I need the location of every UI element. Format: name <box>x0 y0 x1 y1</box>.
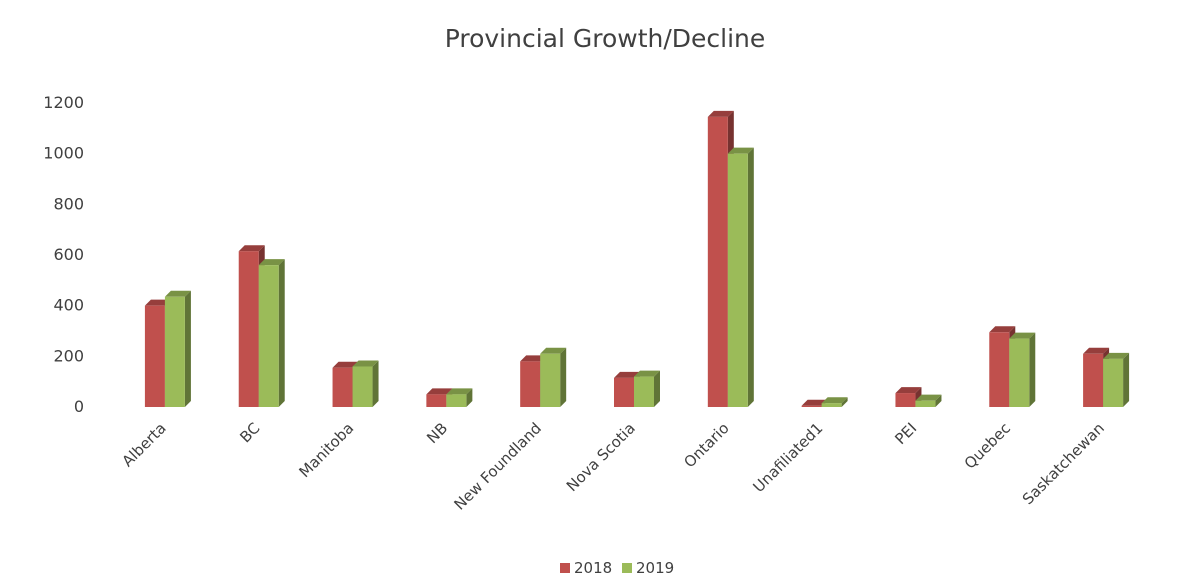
bar-front <box>1103 358 1124 407</box>
bar-top <box>238 245 265 252</box>
bar-front <box>895 393 916 407</box>
y-tick-label: 800 <box>53 194 84 213</box>
bar-2019-new-foundland <box>540 347 567 407</box>
bar-side <box>747 147 754 407</box>
chart-title: Provincial Growth/Decline <box>445 24 766 53</box>
bar-front <box>915 400 936 407</box>
x-axis: Alberta BC Manitoba NB New Foundland Nova Sco… <box>119 419 1108 514</box>
x-tick-label: Saskatchewan <box>1019 419 1108 508</box>
legend-label: 2018 <box>574 559 612 577</box>
bar-side <box>466 388 473 407</box>
bar-front <box>821 403 842 407</box>
bar-2019-unafiliated1 <box>821 397 848 407</box>
bar-top <box>915 394 942 401</box>
bar-top <box>258 259 285 266</box>
y-tick-label: 400 <box>53 296 84 315</box>
y-axis: 0 200 400 600 800 1000 1200 <box>43 93 84 416</box>
bar-front <box>258 265 279 407</box>
legend-swatch <box>560 563 570 573</box>
bar-top <box>520 355 547 362</box>
bar-2019-bc <box>258 259 285 407</box>
bar-front <box>1009 338 1030 407</box>
bar-top <box>1009 332 1036 339</box>
bar-2019-manitoba <box>352 360 379 407</box>
bar-top <box>989 326 1016 333</box>
bar-top <box>614 371 640 378</box>
bar-top <box>707 110 734 117</box>
bar-2019-saskatchewan <box>1103 352 1130 407</box>
bar-top <box>1083 347 1110 354</box>
bar-top <box>144 299 171 306</box>
bar-front <box>426 394 447 407</box>
bar-front <box>707 116 728 407</box>
bar-top <box>332 361 359 368</box>
bar-top <box>164 290 191 297</box>
bar-front <box>446 394 467 407</box>
y-tick-label: 1000 <box>43 144 84 163</box>
legend-swatch <box>622 563 632 573</box>
bars <box>144 110 1130 407</box>
y-tick-label: 200 <box>53 346 84 365</box>
legend: 2018 2019 <box>560 559 674 577</box>
x-tick-label: Quebec <box>961 419 1014 472</box>
bar-top <box>426 388 453 395</box>
bar-2019-nb <box>446 388 473 407</box>
y-tick-label: 0 <box>74 397 84 416</box>
bar-front <box>614 377 634 407</box>
legend-item: 2019 <box>622 559 674 577</box>
bar-top <box>801 399 828 406</box>
bar-side <box>372 360 379 407</box>
bar-side <box>1029 332 1036 407</box>
bar-side <box>278 259 285 407</box>
x-tick-label: New Foundland <box>450 419 545 514</box>
bar-top <box>895 387 922 394</box>
bar-side <box>841 397 848 407</box>
bar-2019-ontario <box>727 147 754 407</box>
x-tick-label: Alberta <box>119 419 170 470</box>
x-tick-label: Ontario <box>680 419 732 471</box>
bar-top <box>1103 352 1130 359</box>
bar-2019-alberta <box>164 290 191 407</box>
x-tick-label: Nova Scotia <box>563 419 639 495</box>
x-tick-label: Unafiliated1 <box>750 419 827 496</box>
bar-front <box>801 405 822 407</box>
bar-top <box>352 360 379 367</box>
bar-top <box>727 147 754 154</box>
bar-side <box>560 347 567 407</box>
bar-front <box>164 296 185 407</box>
legend-label: 2019 <box>636 559 674 577</box>
bar-top <box>446 388 473 395</box>
x-tick-label: Manitoba <box>295 419 357 481</box>
bar-top <box>821 397 848 404</box>
x-tick-label: NB <box>423 419 451 447</box>
bar-side <box>1123 352 1130 407</box>
x-tick-label: BC <box>236 419 263 446</box>
bar-2019-quebec <box>1009 332 1036 407</box>
bar-front <box>540 353 561 407</box>
bar-front <box>352 366 373 407</box>
bar-side <box>184 290 191 407</box>
bar-front <box>520 361 541 407</box>
bar-side <box>935 394 942 407</box>
bar-2019-nova-scotia <box>634 370 660 407</box>
bar-top <box>540 347 567 354</box>
x-tick-label: PEI <box>891 419 920 448</box>
bar-top <box>634 370 660 377</box>
bar-front <box>332 367 353 407</box>
bar-side <box>654 370 660 407</box>
bar-front <box>634 376 654 407</box>
y-tick-label: 600 <box>53 245 84 264</box>
bar-2019-pei <box>915 394 942 407</box>
bar-front <box>989 332 1010 407</box>
bar-front <box>144 305 165 407</box>
legend-item: 2018 <box>560 559 612 577</box>
bar-front <box>238 251 259 407</box>
y-tick-label: 1200 <box>43 93 84 112</box>
bar-front <box>727 153 748 407</box>
bar-front <box>1083 353 1104 407</box>
